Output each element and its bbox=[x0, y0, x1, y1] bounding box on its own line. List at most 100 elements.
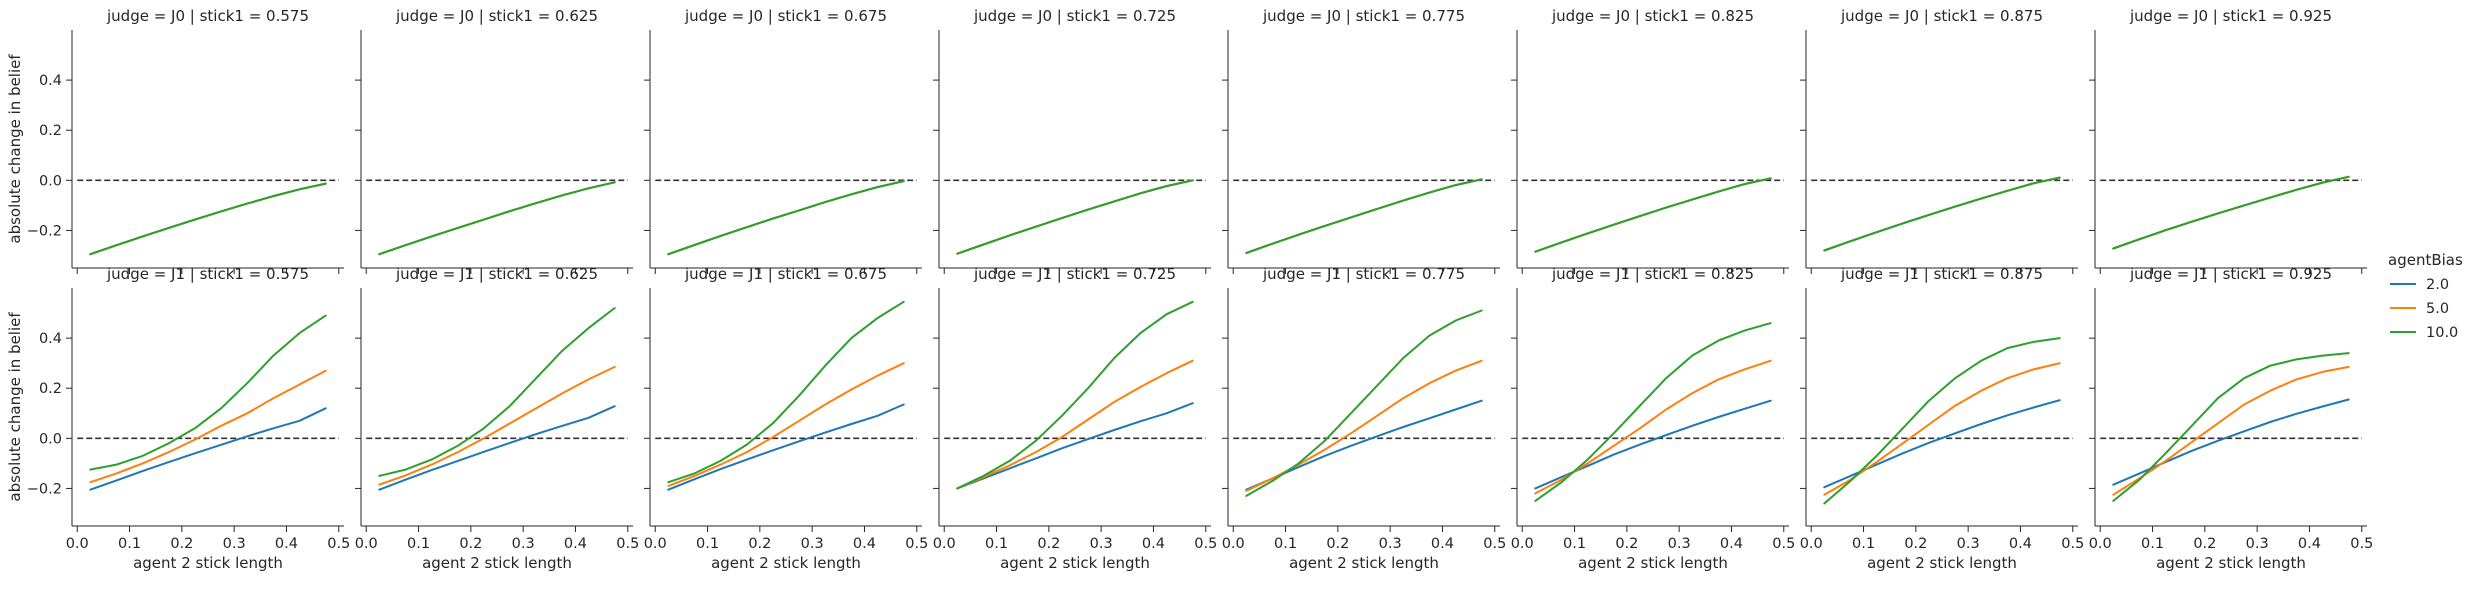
panel-title: judge = J1 | stick1 = 0.775 bbox=[1262, 265, 1465, 283]
x-tick-label: 0.5 bbox=[2350, 536, 2373, 552]
panel-title: judge = J0 | stick1 = 0.925 bbox=[2129, 7, 2332, 25]
panel-title: judge = J1 | stick1 = 0.925 bbox=[2129, 265, 2332, 283]
legend-item-10-0: 10.0 bbox=[2390, 325, 2458, 341]
x-axis-label: agent 2 stick length bbox=[1000, 554, 1150, 572]
x-tick-label: 0.1 bbox=[2141, 536, 2164, 552]
x-tick-label: 0.0 bbox=[355, 536, 378, 552]
panel-title: judge = J0 | stick1 = 0.675 bbox=[684, 7, 887, 25]
series-line-2-0 bbox=[89, 182, 327, 256]
x-tick-label: 0.0 bbox=[644, 536, 667, 552]
panel-title: judge = J1 | stick1 = 0.725 bbox=[973, 265, 1176, 283]
series-line-2-0 bbox=[89, 407, 327, 491]
panel-title: judge = J0 | stick1 = 0.725 bbox=[973, 7, 1176, 25]
x-axis-label: agent 2 stick length bbox=[1289, 554, 1439, 572]
series-line-5-0 bbox=[378, 181, 616, 256]
x-tick-label: 0.4 bbox=[2009, 536, 2032, 552]
x-tick-label: 0.0 bbox=[1511, 536, 1534, 552]
y-tick-label: 0.4 bbox=[39, 73, 62, 89]
facet-panel-12: judge = J1 | stick1 = 0.725 0.0 0.1 0.2 0.3 0… bbox=[933, 265, 1218, 572]
x-tick-label: 0.3 bbox=[1379, 536, 1402, 552]
x-axis-label: agent 2 stick length bbox=[2156, 554, 2306, 572]
series-line-5-0 bbox=[667, 362, 905, 487]
facet-panel-6: judge = J0 | stick1 = 0.825 bbox=[1511, 7, 1789, 274]
x-tick-label: 0.1 bbox=[1852, 536, 1875, 552]
x-tick-label: 0.1 bbox=[407, 536, 430, 552]
x-axis-label: agent 2 stick length bbox=[1867, 554, 2017, 572]
series-line-2-0 bbox=[956, 402, 1194, 490]
x-tick-label: 0.3 bbox=[1668, 536, 1691, 552]
facet-panel-13: judge = J1 | stick1 = 0.775 0.0 0.1 0.2 0.3 0… bbox=[1222, 265, 1507, 572]
x-axis-label: agent 2 stick length bbox=[133, 554, 283, 572]
x-tick-label: 0.4 bbox=[1431, 536, 1454, 552]
x-tick-label: 0.5 bbox=[1194, 536, 1217, 552]
x-tick-label: 0.5 bbox=[905, 536, 928, 552]
x-axis-label: agent 2 stick length bbox=[711, 554, 861, 572]
x-tick-label: 0.0 bbox=[933, 536, 956, 552]
legend: agentBias 2.0 5.0 10.0 bbox=[2388, 251, 2463, 341]
x-tick-label: 0.1 bbox=[1563, 536, 1586, 552]
legend-item-2-0: 2.0 bbox=[2390, 277, 2449, 293]
y-tick-label: 0.4 bbox=[39, 331, 62, 347]
panel-title: judge = J1 | stick1 = 0.625 bbox=[395, 265, 598, 283]
x-tick-label: 0.4 bbox=[564, 536, 587, 552]
series-line-5-0 bbox=[1823, 176, 2061, 252]
series-line-5-0 bbox=[1534, 177, 1772, 253]
facet-panel-2: judge = J0 | stick1 = 0.625 bbox=[355, 7, 633, 274]
series-line-10-0 bbox=[1823, 176, 2061, 252]
series-line-5-0 bbox=[2112, 175, 2350, 250]
series-line-10-0 bbox=[1534, 177, 1772, 253]
x-tick-label: 0.0 bbox=[1800, 536, 1823, 552]
panel-title: judge = J1 | stick1 = 0.875 bbox=[1840, 265, 2043, 283]
x-tick-label: 0.2 bbox=[2193, 536, 2216, 552]
facet-panel-11: judge = J1 | stick1 = 0.675 0.0 0.1 0.2 0.3 0… bbox=[644, 265, 929, 572]
panel-title: judge = J0 | stick1 = 0.575 bbox=[106, 7, 309, 25]
series-line-2-0 bbox=[667, 180, 905, 256]
x-tick-label: 0.1 bbox=[696, 536, 719, 552]
x-tick-label: 0.0 bbox=[1222, 536, 1245, 552]
x-tick-label: 0.5 bbox=[1772, 536, 1795, 552]
series-line-10-0 bbox=[1245, 178, 1483, 254]
x-tick-label: 0.3 bbox=[223, 536, 246, 552]
series-line-5-0 bbox=[378, 365, 616, 486]
series-line-10-0 bbox=[378, 181, 616, 256]
y-tick-label: 0.2 bbox=[39, 381, 62, 397]
facet-panel-1: judge = J0 | stick1 = 0.575 −0.2 0.0 0.2 0.4… bbox=[6, 7, 344, 274]
series-line-2-0 bbox=[1245, 178, 1483, 254]
x-tick-label: 0.3 bbox=[2246, 536, 2269, 552]
panel-title: judge = J0 | stick1 = 0.625 bbox=[395, 7, 598, 25]
series-line-2-0 bbox=[378, 405, 616, 491]
facet-panel-15: judge = J1 | stick1 = 0.875 0.0 0.1 0.2 0.3 0… bbox=[1800, 265, 2085, 572]
y-tick-label: 0.2 bbox=[39, 123, 62, 139]
x-tick-label: 0.4 bbox=[275, 536, 298, 552]
series-line-2-0 bbox=[1534, 177, 1772, 253]
x-tick-label: 0.5 bbox=[616, 536, 639, 552]
legend-label: 2.0 bbox=[2426, 277, 2449, 293]
series-line-10-0 bbox=[89, 182, 327, 256]
x-tick-label: 0.2 bbox=[459, 536, 482, 552]
series-line-5-0 bbox=[2112, 365, 2350, 496]
x-tick-label: 0.3 bbox=[801, 536, 824, 552]
series-line-5-0 bbox=[89, 369, 327, 484]
x-tick-label: 0.4 bbox=[1142, 536, 1165, 552]
series-line-5-0 bbox=[956, 179, 1194, 255]
series-line-10-0 bbox=[2112, 352, 2350, 502]
legend-item-5-0: 5.0 bbox=[2390, 301, 2449, 317]
series-line-10-0 bbox=[1245, 309, 1483, 497]
series-line-5-0 bbox=[1245, 359, 1483, 492]
x-tick-label: 0.2 bbox=[170, 536, 193, 552]
series-line-10-0 bbox=[1823, 337, 2061, 505]
facet-panel-3: judge = J0 | stick1 = 0.675 bbox=[644, 7, 922, 274]
legend-title: agentBias bbox=[2388, 251, 2463, 269]
y-tick-label: 0.0 bbox=[39, 431, 62, 447]
legend-label: 5.0 bbox=[2426, 301, 2449, 317]
facet-panel-4: judge = J0 | stick1 = 0.725 bbox=[933, 7, 1211, 274]
series-line-10-0 bbox=[89, 314, 327, 471]
facet-panel-10: judge = J1 | stick1 = 0.625 0.0 0.1 0.2 0.3 0… bbox=[355, 265, 640, 572]
x-tick-label: 0.5 bbox=[327, 536, 350, 552]
panel-title: judge = J1 | stick1 = 0.825 bbox=[1551, 265, 1754, 283]
series-line-5-0 bbox=[1245, 178, 1483, 254]
x-tick-label: 0.3 bbox=[1957, 536, 1980, 552]
series-line-2-0 bbox=[2112, 175, 2350, 250]
series-line-10-0 bbox=[667, 180, 905, 256]
